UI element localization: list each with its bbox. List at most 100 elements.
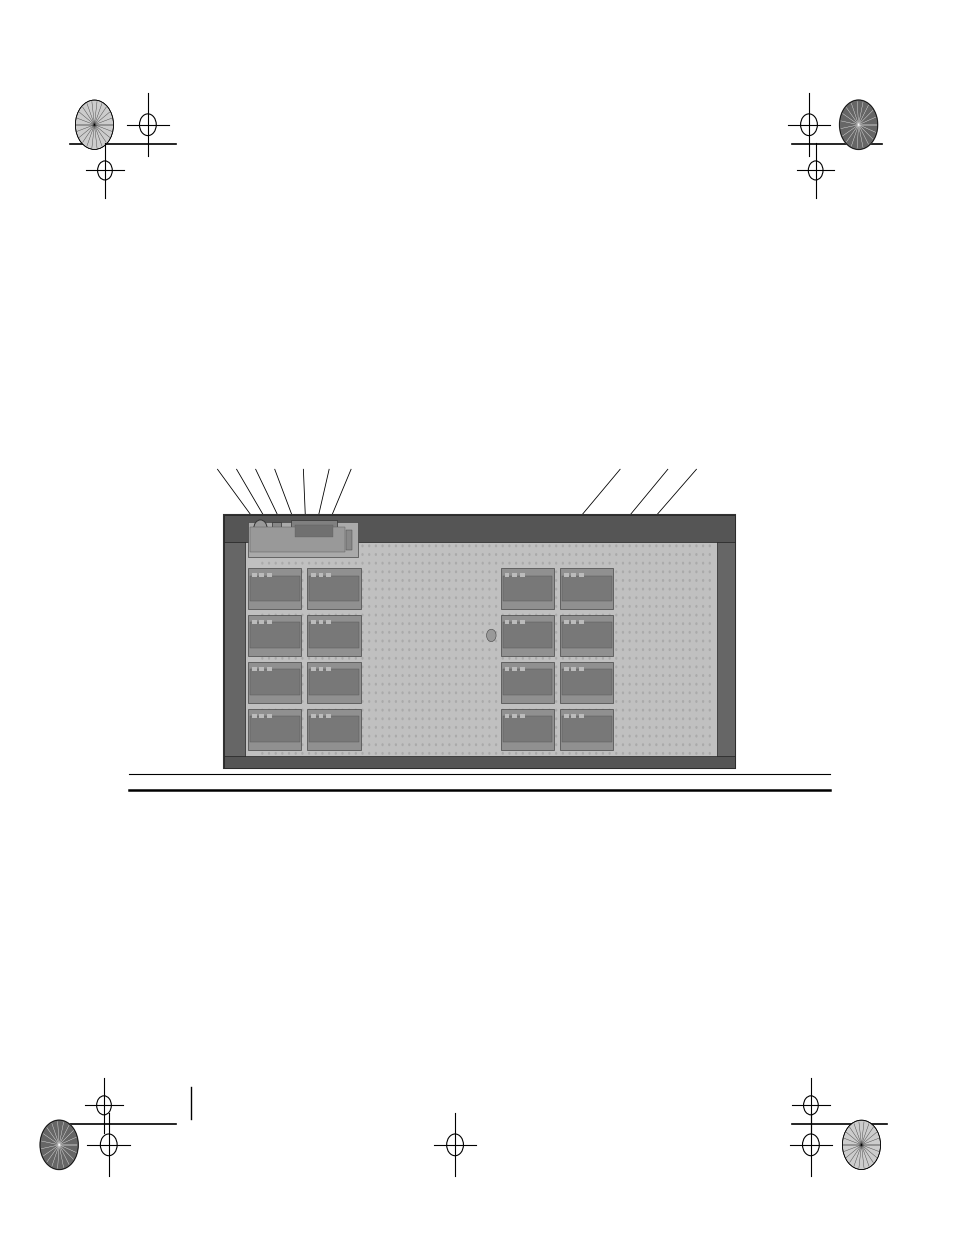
Circle shape	[701, 536, 703, 538]
Circle shape	[521, 579, 523, 582]
Circle shape	[288, 761, 290, 763]
Circle shape	[535, 622, 537, 625]
Circle shape	[455, 718, 456, 720]
Circle shape	[688, 605, 690, 608]
Circle shape	[608, 562, 610, 564]
Circle shape	[301, 752, 303, 755]
Circle shape	[355, 622, 356, 625]
Circle shape	[314, 571, 316, 573]
Circle shape	[274, 597, 276, 599]
Circle shape	[395, 562, 396, 564]
Circle shape	[395, 735, 396, 737]
Circle shape	[468, 674, 470, 677]
Circle shape	[668, 718, 670, 720]
Circle shape	[281, 605, 283, 608]
Circle shape	[261, 588, 263, 590]
Circle shape	[481, 692, 483, 694]
Circle shape	[321, 709, 323, 711]
Circle shape	[681, 527, 683, 530]
Circle shape	[274, 640, 276, 642]
Circle shape	[648, 692, 650, 694]
Circle shape	[488, 597, 490, 599]
Circle shape	[648, 588, 650, 590]
Circle shape	[408, 562, 410, 564]
Circle shape	[635, 709, 637, 711]
Circle shape	[588, 683, 590, 685]
Circle shape	[581, 700, 583, 703]
Bar	[252, 667, 256, 671]
Circle shape	[661, 648, 663, 651]
Circle shape	[608, 726, 610, 729]
Circle shape	[515, 579, 517, 582]
Circle shape	[608, 536, 610, 538]
Circle shape	[528, 726, 530, 729]
Circle shape	[661, 709, 663, 711]
Circle shape	[274, 648, 276, 651]
Circle shape	[401, 735, 403, 737]
Circle shape	[648, 752, 650, 755]
Circle shape	[608, 692, 610, 694]
Circle shape	[648, 536, 650, 538]
Circle shape	[555, 709, 557, 711]
Circle shape	[75, 100, 113, 149]
Circle shape	[695, 579, 697, 582]
Circle shape	[515, 726, 517, 729]
Circle shape	[448, 743, 450, 746]
Polygon shape	[40, 1120, 78, 1170]
Circle shape	[548, 683, 550, 685]
Circle shape	[535, 545, 537, 547]
Bar	[252, 573, 256, 577]
Circle shape	[601, 553, 603, 556]
Circle shape	[448, 597, 450, 599]
Circle shape	[408, 761, 410, 763]
Circle shape	[455, 726, 456, 729]
Circle shape	[495, 683, 497, 685]
Circle shape	[535, 571, 537, 573]
Circle shape	[328, 674, 330, 677]
Circle shape	[448, 700, 450, 703]
Circle shape	[441, 631, 443, 634]
Circle shape	[314, 735, 316, 737]
Circle shape	[575, 726, 577, 729]
Circle shape	[375, 666, 376, 668]
Circle shape	[608, 640, 610, 642]
Circle shape	[375, 588, 376, 590]
Circle shape	[575, 562, 577, 564]
Circle shape	[641, 683, 643, 685]
Circle shape	[648, 571, 650, 573]
Circle shape	[308, 622, 310, 625]
Circle shape	[375, 631, 376, 634]
Circle shape	[421, 605, 423, 608]
Circle shape	[401, 674, 403, 677]
Circle shape	[541, 718, 543, 720]
Circle shape	[335, 588, 336, 590]
Circle shape	[368, 553, 370, 556]
Circle shape	[515, 640, 517, 642]
Circle shape	[541, 579, 543, 582]
Circle shape	[314, 743, 316, 746]
Circle shape	[375, 597, 376, 599]
Circle shape	[568, 692, 570, 694]
Circle shape	[335, 700, 336, 703]
Circle shape	[274, 631, 276, 634]
Circle shape	[621, 648, 623, 651]
Circle shape	[441, 761, 443, 763]
Circle shape	[521, 743, 523, 746]
Circle shape	[695, 700, 697, 703]
Circle shape	[461, 622, 463, 625]
Circle shape	[708, 700, 710, 703]
Circle shape	[675, 597, 677, 599]
Circle shape	[581, 571, 583, 573]
Circle shape	[368, 588, 370, 590]
Circle shape	[668, 527, 670, 530]
Circle shape	[401, 761, 403, 763]
Circle shape	[441, 562, 443, 564]
Circle shape	[621, 562, 623, 564]
Circle shape	[641, 545, 643, 547]
Circle shape	[628, 752, 630, 755]
Circle shape	[415, 579, 416, 582]
Circle shape	[261, 614, 263, 616]
Circle shape	[335, 527, 336, 530]
Circle shape	[281, 536, 283, 538]
Circle shape	[348, 545, 350, 547]
